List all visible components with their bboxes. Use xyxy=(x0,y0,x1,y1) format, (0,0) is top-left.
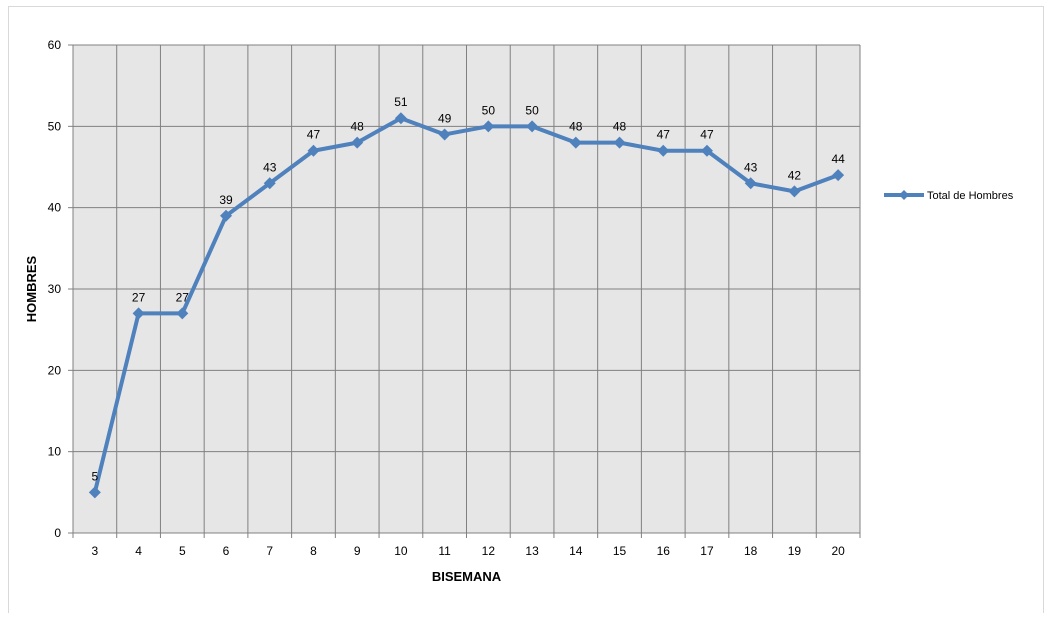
x-tick-label: 4 xyxy=(135,544,142,558)
data-point-marker xyxy=(438,128,451,141)
data-point-marker xyxy=(700,144,713,157)
x-tick-label: 12 xyxy=(482,544,496,558)
data-point-marker xyxy=(394,112,407,125)
data-point-marker xyxy=(788,185,801,198)
y-tick-label: 50 xyxy=(48,119,62,133)
legend-label: Total de Hombres xyxy=(927,190,1014,202)
x-axis-ticks: 3 4 5 6 7 8 9 10 11 12 13 14 15 16 17 18 19 20 xyxy=(72,533,861,558)
y-axis-title: HOMBRES xyxy=(24,255,39,322)
x-tick-label: 11 xyxy=(438,544,451,558)
x-tick-label: 14 xyxy=(569,544,583,558)
x-axis-title: BISEMANA xyxy=(432,569,502,584)
x-tick-label: 3 xyxy=(92,544,99,558)
data-point-marker xyxy=(832,169,845,182)
x-tick-label: 15 xyxy=(613,544,627,558)
data-label: 48 xyxy=(569,120,583,134)
data-labels: 5 27 27 39 43 47 48 51 49 50 50 48 48 47 47 43 42 44 xyxy=(92,95,846,483)
data-label: 44 xyxy=(831,152,845,166)
x-tick-label: 18 xyxy=(744,544,758,558)
data-label: 50 xyxy=(525,103,539,117)
data-label: 47 xyxy=(700,128,714,142)
x-tick-label: 10 xyxy=(394,544,408,558)
x-tick-label: 8 xyxy=(310,544,317,558)
data-point-marker xyxy=(744,177,757,190)
data-point-marker xyxy=(613,136,626,149)
data-point-marker xyxy=(220,209,233,222)
y-tick-label: 30 xyxy=(48,282,62,296)
data-label: 50 xyxy=(482,103,496,117)
y-tick-label: 20 xyxy=(48,363,62,377)
data-label: 47 xyxy=(657,128,671,142)
legend: Total de Hombres xyxy=(884,190,1014,202)
legend-swatch-marker xyxy=(899,190,909,200)
data-label: 47 xyxy=(307,128,321,142)
x-tick-label: 6 xyxy=(223,544,230,558)
x-tick-label: 9 xyxy=(354,544,361,558)
x-tick-label: 13 xyxy=(525,544,539,558)
x-tick-label: 20 xyxy=(831,544,845,558)
data-point-marker xyxy=(657,144,670,157)
data-label: 43 xyxy=(263,160,277,174)
data-label: 27 xyxy=(132,290,146,304)
data-label: 5 xyxy=(92,469,99,483)
x-tick-label: 5 xyxy=(179,544,186,558)
data-point-marker xyxy=(569,136,582,149)
data-point-marker xyxy=(132,307,145,320)
data-point-marker xyxy=(176,307,189,320)
y-tick-label: 0 xyxy=(54,526,61,540)
data-point-marker xyxy=(482,120,495,133)
y-tick-label: 60 xyxy=(48,38,62,52)
x-tick-label: 19 xyxy=(788,544,802,558)
data-point-marker xyxy=(351,136,364,149)
x-tick-label: 7 xyxy=(266,544,273,558)
data-label: 51 xyxy=(394,95,408,109)
data-label: 39 xyxy=(219,193,233,207)
data-label: 49 xyxy=(438,111,452,125)
y-tick-label: 10 xyxy=(48,445,62,459)
x-tick-label: 17 xyxy=(700,544,714,558)
series-line xyxy=(92,116,841,495)
x-tick-label: 16 xyxy=(657,544,671,558)
data-point-marker xyxy=(88,486,101,499)
series-layer xyxy=(88,112,845,499)
data-point-marker xyxy=(307,144,320,157)
y-axis-ticks: 0 10 20 30 40 50 60 xyxy=(48,38,73,540)
gridlines xyxy=(72,44,861,534)
data-label: 27 xyxy=(176,290,190,304)
data-label: 48 xyxy=(613,120,627,134)
data-label: 42 xyxy=(788,168,802,182)
data-label: 48 xyxy=(351,120,365,134)
data-point-marker xyxy=(526,120,539,133)
data-label: 43 xyxy=(744,160,758,174)
data-point-marker xyxy=(263,177,276,190)
y-tick-label: 40 xyxy=(48,201,62,215)
